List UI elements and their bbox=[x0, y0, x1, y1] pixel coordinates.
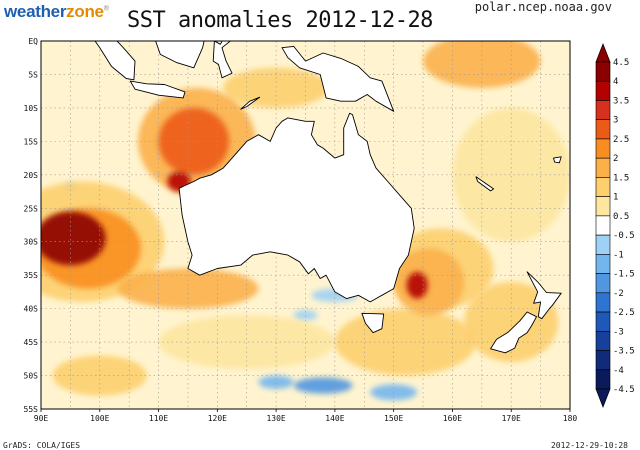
anomaly-patch bbox=[393, 248, 465, 316]
render-timestamp: 2012-12-29-10:28 bbox=[550, 441, 628, 450]
landmass-timor bbox=[240, 96, 261, 110]
colorbar-label: 3.5 bbox=[613, 96, 629, 106]
lon-tick-label: 110E bbox=[149, 414, 168, 423]
lat-tick-label: 45S bbox=[24, 338, 39, 347]
colorbar-segment bbox=[595, 330, 611, 351]
colorbar-label: 4.5 bbox=[613, 58, 629, 68]
anomaly-patch bbox=[258, 375, 294, 389]
lat-tick-label: EQ bbox=[28, 37, 38, 46]
colorbar-segment bbox=[595, 196, 611, 217]
colorbar-label: -3 bbox=[613, 327, 624, 337]
colorbar-label: -2.5 bbox=[613, 308, 635, 318]
lon-tick-label: 100E bbox=[90, 414, 109, 423]
colorbar-segment bbox=[595, 234, 611, 255]
colorbar-segment bbox=[595, 119, 611, 140]
colorbar-label: 2 bbox=[613, 154, 618, 164]
lon-tick-label: 120E bbox=[208, 414, 227, 423]
weatherzone-logo[interactable]: weatherzone® bbox=[4, 2, 109, 21]
source-url[interactable]: polar.ncep.noaa.gov bbox=[474, 0, 612, 14]
lat-tick-label: 15S bbox=[24, 137, 39, 146]
colorbar-segment bbox=[595, 369, 611, 390]
lat-tick-label: 40S bbox=[24, 305, 39, 314]
map-title: SST anomalies 2012-12-28 bbox=[127, 8, 433, 33]
colorbar-label: 2.5 bbox=[613, 135, 629, 145]
anomaly-patch bbox=[158, 107, 230, 175]
lat-tick-label: 10S bbox=[24, 104, 39, 113]
anomaly-patch bbox=[406, 271, 428, 299]
landmass-new-guinea bbox=[281, 45, 395, 112]
colorbar-segment bbox=[595, 138, 611, 159]
colorbar-segment bbox=[595, 100, 611, 121]
colorbar: 4.5 4 3.5 3 2.5 2 1.5 1 0.5 -0.5 -1 -1.5 -2 -2.5 -3 -3.… bbox=[595, 43, 635, 408]
colorbar-bottom-arrow bbox=[595, 388, 611, 408]
landmass-nz-south bbox=[490, 311, 537, 354]
colorbar-label: -1.5 bbox=[613, 270, 635, 280]
map-frame bbox=[40, 40, 571, 410]
anomaly-patch bbox=[293, 377, 353, 394]
colorbar-segment bbox=[595, 215, 611, 236]
landmass-new-caledonia bbox=[475, 176, 495, 192]
anomaly-patch bbox=[158, 315, 335, 369]
lat-tick-label: 30S bbox=[24, 238, 39, 247]
lat-tick-label: 55S bbox=[24, 405, 39, 414]
lon-tick-label: 150E bbox=[384, 414, 403, 423]
lat-tick-label: 50S bbox=[24, 372, 39, 381]
colorbar-label: -1 bbox=[613, 250, 624, 260]
colorbar-label: -2 bbox=[613, 289, 624, 299]
colorbar-top-arrow bbox=[595, 43, 611, 63]
anomaly-patch bbox=[293, 309, 318, 321]
landmass-sulawesi bbox=[212, 41, 233, 79]
colorbar-segment bbox=[595, 254, 611, 274]
colorbar-label: 1.5 bbox=[613, 173, 629, 183]
lon-tick-label: 90E bbox=[34, 414, 49, 423]
landmass-sumatra bbox=[94, 41, 136, 81]
lon-tick-label: 140E bbox=[325, 414, 344, 423]
colorbar-label: -3.5 bbox=[613, 347, 635, 357]
colorbar-segment bbox=[595, 61, 611, 82]
axis-labels: 90E 100E 110E 120E 130E 140E 150E 160E 170E 180 EQ… bbox=[24, 37, 578, 423]
landmass-australia bbox=[178, 112, 415, 303]
colorbar-segment bbox=[595, 311, 611, 332]
colorbar-label: 4 bbox=[613, 77, 618, 87]
land-layer bbox=[94, 41, 562, 354]
anomaly-patch bbox=[41, 211, 106, 266]
colorbar-label: -4.5 bbox=[613, 385, 635, 395]
colorbar-segment bbox=[595, 273, 611, 294]
lat-tick-label: 20S bbox=[24, 171, 39, 180]
lon-tick-label: 160E bbox=[443, 414, 462, 423]
colorbar-segment bbox=[595, 80, 611, 101]
lon-tick-label: 130E bbox=[266, 414, 285, 423]
lat-tick-label: 25S bbox=[24, 204, 39, 213]
colorbar-label: 0.5 bbox=[613, 212, 629, 222]
grads-credit: GrADS: COLA/IGES bbox=[3, 441, 81, 450]
landmass-nz-north bbox=[526, 271, 562, 320]
colorbar-segment bbox=[595, 292, 611, 313]
lon-tick-label: 170E bbox=[502, 414, 521, 423]
landmass-borneo bbox=[155, 41, 205, 69]
landmass-fiji bbox=[553, 156, 562, 164]
colorbar-label: -4 bbox=[613, 366, 624, 376]
landmass-java bbox=[129, 80, 186, 99]
landmass-tasmania bbox=[361, 312, 385, 334]
colorbar-segment bbox=[595, 157, 611, 178]
colorbar-label: 1 bbox=[613, 193, 618, 203]
colorbar-segment bbox=[595, 350, 611, 371]
colorbar-segment bbox=[595, 177, 611, 197]
colorbar-label: -0.5 bbox=[613, 231, 635, 241]
colorbar-label: 3 bbox=[613, 116, 618, 126]
anomaly-patch bbox=[223, 67, 330, 108]
lat-tick-label: 5S bbox=[28, 70, 38, 79]
lon-tick-label: 180 bbox=[563, 414, 578, 423]
lat-tick-label: 35S bbox=[24, 271, 39, 280]
